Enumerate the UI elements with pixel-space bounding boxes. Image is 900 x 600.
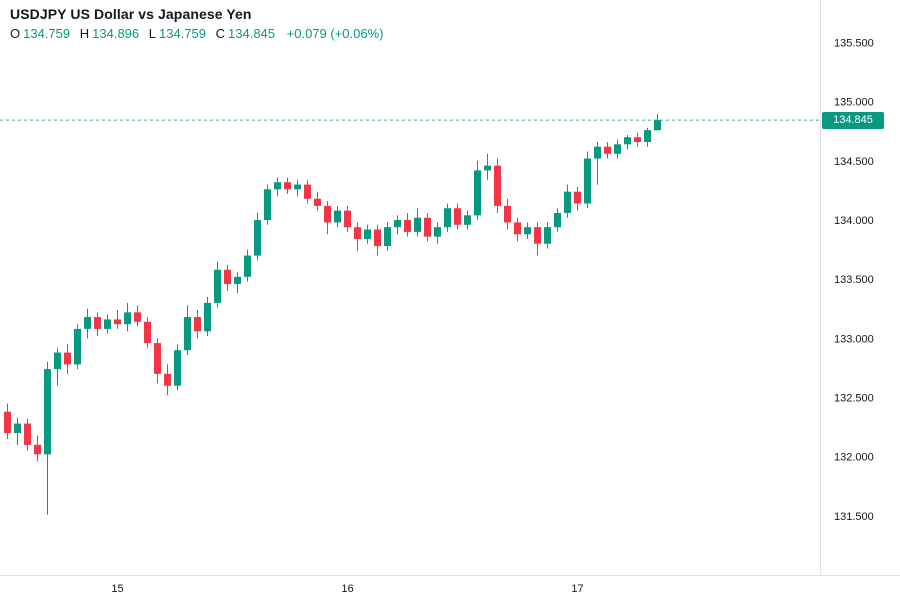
candle-body [134, 312, 141, 322]
candle-body [604, 146, 611, 154]
price-tick-label[interactable]: 134.500 [834, 156, 874, 168]
candle-body [184, 317, 191, 351]
candle-body [314, 198, 321, 206]
candle-body [284, 182, 291, 190]
candle-body [574, 191, 581, 204]
candle-body [274, 182, 281, 190]
candle-body [564, 191, 571, 213]
candle-body [584, 158, 591, 204]
candle-body [304, 184, 311, 199]
candle-body [204, 302, 211, 332]
candle-body [654, 120, 661, 131]
candle-body [534, 227, 541, 244]
close-value: 134.845 [228, 26, 276, 41]
candle-body [434, 227, 441, 237]
price-tick-label[interactable]: 133.000 [834, 333, 874, 345]
candle-body [114, 319, 121, 325]
candle-body [544, 227, 551, 244]
candle-body [24, 423, 31, 445]
time-tick-label[interactable]: 15 [111, 583, 123, 595]
candle-body [174, 350, 181, 386]
price-tick-label[interactable]: 134.000 [834, 215, 874, 227]
price-tick-label[interactable]: 132.500 [834, 393, 874, 405]
candle-body [554, 212, 561, 228]
candle-body [524, 227, 531, 235]
change-value: +0.079 (+0.06%) [286, 26, 384, 41]
candle-body [424, 217, 431, 237]
candle-body [64, 352, 71, 365]
candle-body [34, 444, 41, 455]
symbol-title: USDJPY US Dollar vs Japanese Yen [10, 6, 252, 22]
candle-body [44, 369, 51, 455]
candle-body [344, 210, 351, 228]
candle-body [454, 208, 461, 225]
candle-body [334, 210, 341, 223]
candle-body [404, 220, 411, 232]
candle-body [54, 352, 61, 370]
candle-body [224, 269, 231, 284]
price-tick-label[interactable]: 135.500 [834, 38, 874, 50]
candle-body [514, 222, 521, 235]
current-price-label: 134.845 [822, 111, 884, 129]
candle-body [124, 312, 131, 325]
time-tick-label[interactable]: 16 [341, 583, 353, 595]
price-tick-label[interactable]: 133.500 [834, 274, 874, 286]
candle-body [374, 229, 381, 247]
candle-body [624, 137, 631, 145]
candle-body [264, 189, 271, 221]
candle-body [464, 215, 471, 225]
low-value: 134.759 [159, 26, 206, 41]
ohlc-readout: O 134.759 H 134.896 L 134.759 C 134.845 +0.0… [10, 26, 384, 41]
chart-header: USDJPY US Dollar vs Japanese Yen O 134.75… [10, 6, 384, 41]
candle-body [164, 373, 171, 386]
candle-body [144, 321, 151, 344]
candle-body [594, 146, 601, 159]
candle-body [364, 229, 371, 239]
time-tick-label[interactable]: 17 [571, 583, 583, 595]
candle-body [324, 205, 331, 223]
open-label: O [10, 26, 21, 41]
candle-body [384, 227, 391, 247]
candle-body [414, 217, 421, 232]
candle-body [94, 317, 101, 329]
candle-body [484, 165, 491, 171]
candle-body [234, 276, 241, 284]
high-value: 134.896 [92, 26, 140, 41]
candle-body [644, 130, 651, 142]
candle-body [194, 317, 201, 332]
candle-body [494, 165, 501, 206]
candle-body [4, 411, 11, 434]
candle-body [614, 144, 621, 154]
candle-body [394, 220, 401, 228]
price-tick-label[interactable]: 135.000 [834, 97, 874, 109]
candle-body [354, 227, 361, 239]
candle-body [444, 208, 451, 228]
candle-body [104, 319, 111, 329]
candle-body [244, 255, 251, 277]
candle-body [474, 170, 481, 216]
high-label: H [79, 26, 90, 41]
candle-body [14, 423, 21, 434]
candle-body [634, 137, 641, 142]
candle-body [84, 317, 91, 329]
candle-body [294, 184, 301, 190]
candle-body [74, 328, 81, 365]
candle-body [504, 205, 511, 223]
candle-body [154, 343, 161, 374]
close-label: C [215, 26, 226, 41]
open-value: 134.759 [23, 26, 71, 41]
candle-body [214, 269, 221, 303]
low-label: L [148, 26, 156, 41]
price-tick-label[interactable]: 132.000 [834, 452, 874, 464]
price-tick-label[interactable]: 131.500 [834, 511, 874, 523]
candle-body [254, 220, 261, 256]
